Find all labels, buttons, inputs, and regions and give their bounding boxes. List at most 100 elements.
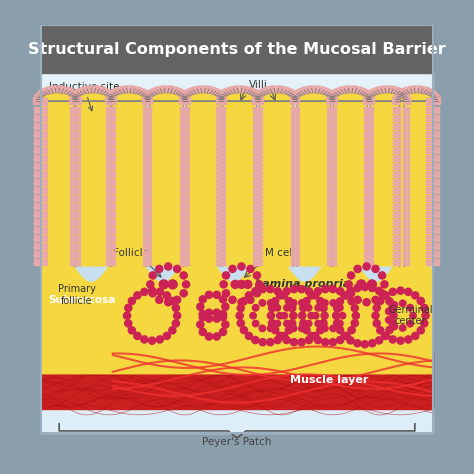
Bar (253, 195, 260, 202)
Circle shape (390, 312, 397, 319)
Circle shape (163, 292, 170, 299)
Bar (253, 211, 260, 218)
Circle shape (299, 312, 306, 319)
Polygon shape (370, 93, 404, 266)
Bar (256, 251, 263, 258)
Circle shape (229, 265, 236, 273)
Bar (256, 187, 263, 194)
Bar (143, 139, 150, 146)
Bar (219, 171, 226, 178)
Bar (292, 259, 300, 266)
Bar (106, 235, 113, 242)
Circle shape (333, 312, 340, 319)
Bar (433, 123, 440, 130)
Bar (364, 123, 371, 130)
Bar (327, 259, 335, 266)
Circle shape (343, 332, 350, 339)
Polygon shape (400, 93, 434, 266)
Circle shape (240, 298, 247, 305)
Circle shape (267, 312, 274, 319)
Circle shape (300, 304, 307, 312)
Circle shape (369, 340, 376, 347)
Bar (106, 139, 113, 146)
Bar (219, 179, 226, 186)
Bar (239, 85, 248, 93)
Bar (292, 115, 300, 122)
Bar (41, 139, 48, 146)
Bar (217, 107, 224, 114)
Bar (314, 85, 322, 93)
Bar (219, 107, 226, 114)
Bar (393, 90, 404, 100)
Circle shape (267, 285, 274, 292)
Bar (291, 211, 298, 218)
FancyBboxPatch shape (41, 25, 433, 433)
Bar (73, 251, 81, 258)
Circle shape (372, 265, 379, 273)
Bar (109, 139, 116, 146)
Bar (331, 97, 338, 105)
Circle shape (213, 333, 220, 340)
Bar (41, 165, 433, 170)
Bar (143, 123, 150, 130)
Circle shape (375, 337, 383, 344)
Bar (253, 187, 260, 194)
Bar (70, 131, 77, 138)
Circle shape (231, 280, 239, 288)
Circle shape (303, 327, 310, 334)
Bar (291, 227, 298, 234)
Bar (246, 86, 256, 96)
Bar (180, 259, 187, 266)
Bar (70, 107, 77, 114)
Bar (106, 211, 113, 218)
Bar (41, 189, 433, 194)
Circle shape (240, 327, 247, 334)
Bar (143, 90, 154, 100)
Polygon shape (334, 93, 367, 266)
Bar (293, 97, 301, 105)
Bar (109, 211, 116, 218)
Bar (41, 211, 48, 218)
Bar (70, 171, 77, 178)
Bar (276, 85, 285, 93)
Text: Primary
follicle: Primary follicle (58, 284, 96, 306)
Bar (41, 175, 433, 180)
Bar (143, 131, 150, 138)
Circle shape (421, 304, 428, 311)
Circle shape (180, 290, 187, 297)
Bar (34, 179, 41, 186)
Bar (426, 227, 433, 234)
Polygon shape (259, 93, 293, 266)
Circle shape (259, 325, 265, 332)
Circle shape (237, 280, 246, 288)
Circle shape (291, 338, 298, 346)
Circle shape (303, 298, 310, 305)
Bar (70, 187, 77, 194)
Bar (408, 85, 417, 93)
Bar (400, 90, 410, 100)
Bar (393, 147, 401, 154)
Bar (34, 211, 41, 218)
Bar (364, 155, 371, 162)
Bar (112, 86, 122, 96)
Circle shape (378, 290, 386, 297)
Bar (403, 259, 410, 266)
Circle shape (405, 288, 412, 295)
Bar (364, 107, 371, 114)
Bar (426, 243, 433, 250)
Bar (219, 211, 226, 218)
Bar (256, 97, 264, 105)
Bar (109, 227, 116, 234)
Circle shape (219, 310, 227, 318)
Bar (330, 163, 337, 170)
Bar (41, 117, 433, 122)
Bar (433, 227, 440, 234)
Circle shape (417, 297, 424, 304)
Circle shape (373, 304, 380, 311)
Bar (404, 97, 411, 105)
Circle shape (341, 332, 348, 339)
Bar (41, 257, 433, 262)
Bar (393, 123, 401, 130)
Bar (41, 223, 433, 228)
Bar (182, 115, 190, 122)
